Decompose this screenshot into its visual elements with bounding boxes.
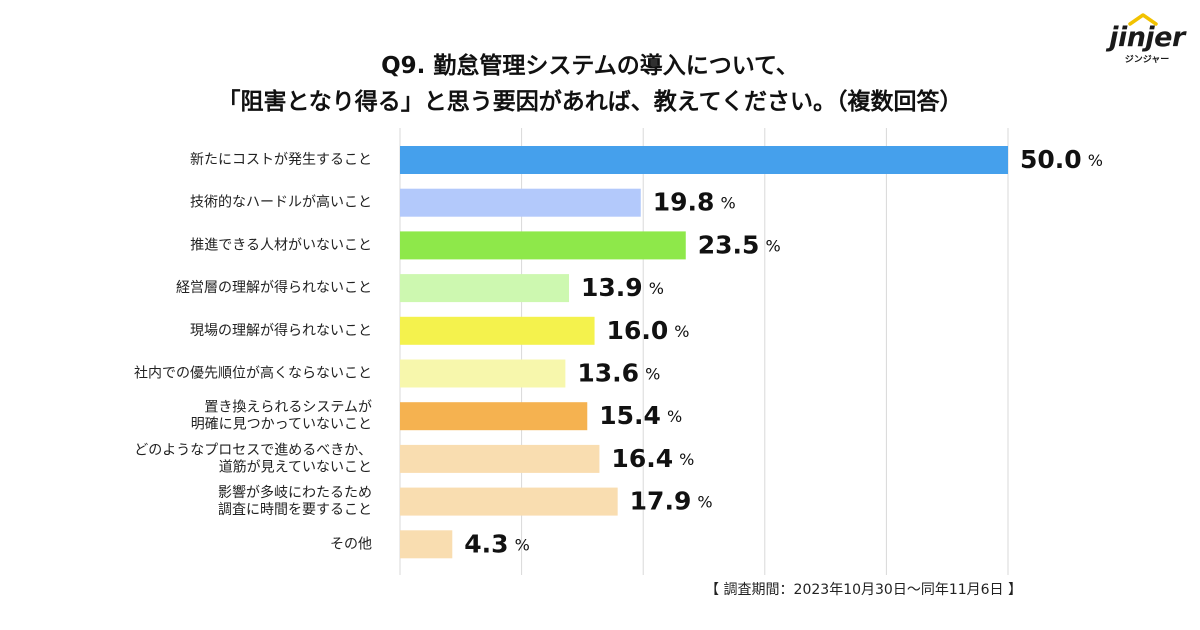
logo-wordmark: jinjer — [1109, 22, 1185, 53]
bar — [400, 188, 641, 217]
bar — [400, 487, 618, 516]
value-label: 13.6% — [577, 359, 660, 388]
category-label: 現場の理解が得られないこと — [190, 322, 372, 339]
logo-subtext: ジンジャー — [1124, 55, 1170, 65]
value-label: 19.8% — [653, 188, 736, 217]
survey-period-note: 【 調査期間：2023年10月30日〜同年11月6日 】 — [705, 582, 1022, 598]
bar — [400, 316, 595, 345]
category-label: 推進できる人材がいないこと — [190, 237, 372, 253]
value-label: 4.3% — [464, 529, 529, 558]
category-label: 経営層の理解が得られないこと — [176, 279, 372, 296]
category-label: 技術的なハードルが高いこと — [190, 194, 372, 211]
category-label: 影響が多岐にわたるため — [218, 484, 372, 501]
value-label: 17.9% — [630, 487, 713, 516]
bar — [400, 402, 588, 431]
jinjer-logo: jinjer ジンジャー — [1102, 10, 1192, 66]
bar — [400, 359, 566, 388]
chart-title: Q9. 勤怠管理システムの導入について、 「阻害となり得る」と思う要因があれば、… — [0, 48, 1180, 120]
chart-title-line1: Q9. 勤怠管理システムの導入について、 — [381, 53, 799, 79]
bar — [400, 146, 1008, 174]
category-label: 置き換えられるシステムが — [204, 400, 372, 416]
category-label: 新たにコストが発生すること — [190, 152, 372, 168]
value-label: 16.0% — [607, 316, 690, 345]
category-label: どのようなプロセスで進めるべきか、 — [134, 442, 372, 458]
bar — [400, 231, 686, 260]
value-label: 13.9% — [581, 273, 664, 302]
chart-title-line2: 「阻害となり得る」と思う要因があれば、教えてください。（複数回答） — [217, 89, 963, 115]
value-label: 16.4% — [611, 444, 694, 473]
bar — [400, 444, 600, 473]
bar — [400, 274, 570, 303]
bar — [400, 530, 453, 559]
category-label: 調査に時間を要すること — [218, 502, 372, 518]
value-label: 50.0% — [1020, 145, 1103, 174]
value-label: 15.4% — [599, 401, 682, 430]
category-label: その他 — [330, 536, 372, 552]
category-label: 道筋が見えていないこと — [219, 458, 372, 475]
value-label: 23.5% — [698, 230, 781, 259]
category-label: 明確に見つかっていないこと — [191, 417, 372, 433]
logo-roof-icon — [1128, 13, 1158, 26]
category-label: 社内での優先順位が高くならないこと — [134, 365, 372, 382]
